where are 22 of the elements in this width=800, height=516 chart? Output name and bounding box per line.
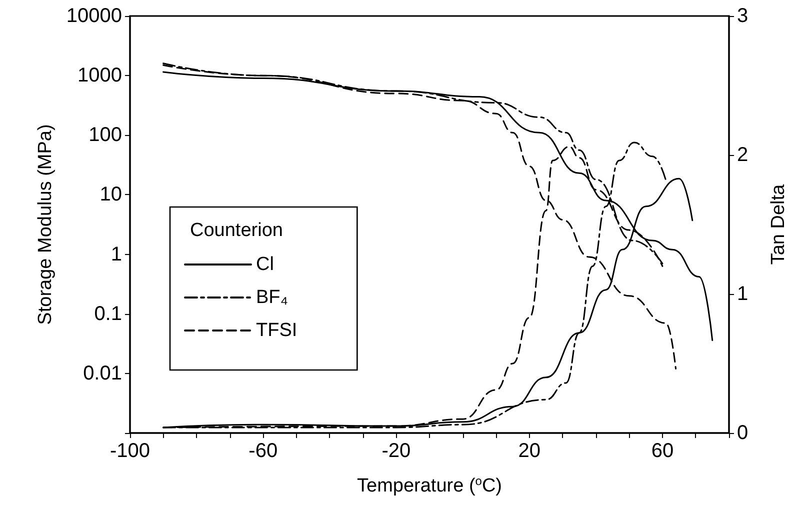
y2-axis-title: Tan Delta [768,184,789,265]
legend-label: BF₄ [256,287,288,308]
y-tick-label: 100 [88,124,122,146]
y2-tick-label: 1 [737,283,748,305]
x-tick-label: -100 [110,440,150,462]
y-tick-label: 1000 [78,64,122,87]
y2-tick-label: 0 [737,422,748,444]
y-tick-label: 0.1 [94,302,122,325]
legend-label: Cl [256,254,274,275]
x-tick-label: -60 [248,440,278,462]
y-tick-label: 10000 [66,5,122,27]
y2-tick-label: 3 [737,5,748,27]
y-tick-label: 0.01 [83,362,122,384]
x-tick-label: 60 [651,440,674,462]
y-tick-label: 10 [100,184,122,206]
legend-title: Counterion [190,220,283,241]
x-tick-label: -20 [382,440,411,462]
y-tick-label: 1 [110,243,122,266]
x-tick-label: 20 [518,440,540,462]
y2-tick-label: 2 [737,144,748,166]
legend-label: TFSI [256,320,298,341]
y-axis-title: Storage Modulus (MPa) [35,124,56,325]
